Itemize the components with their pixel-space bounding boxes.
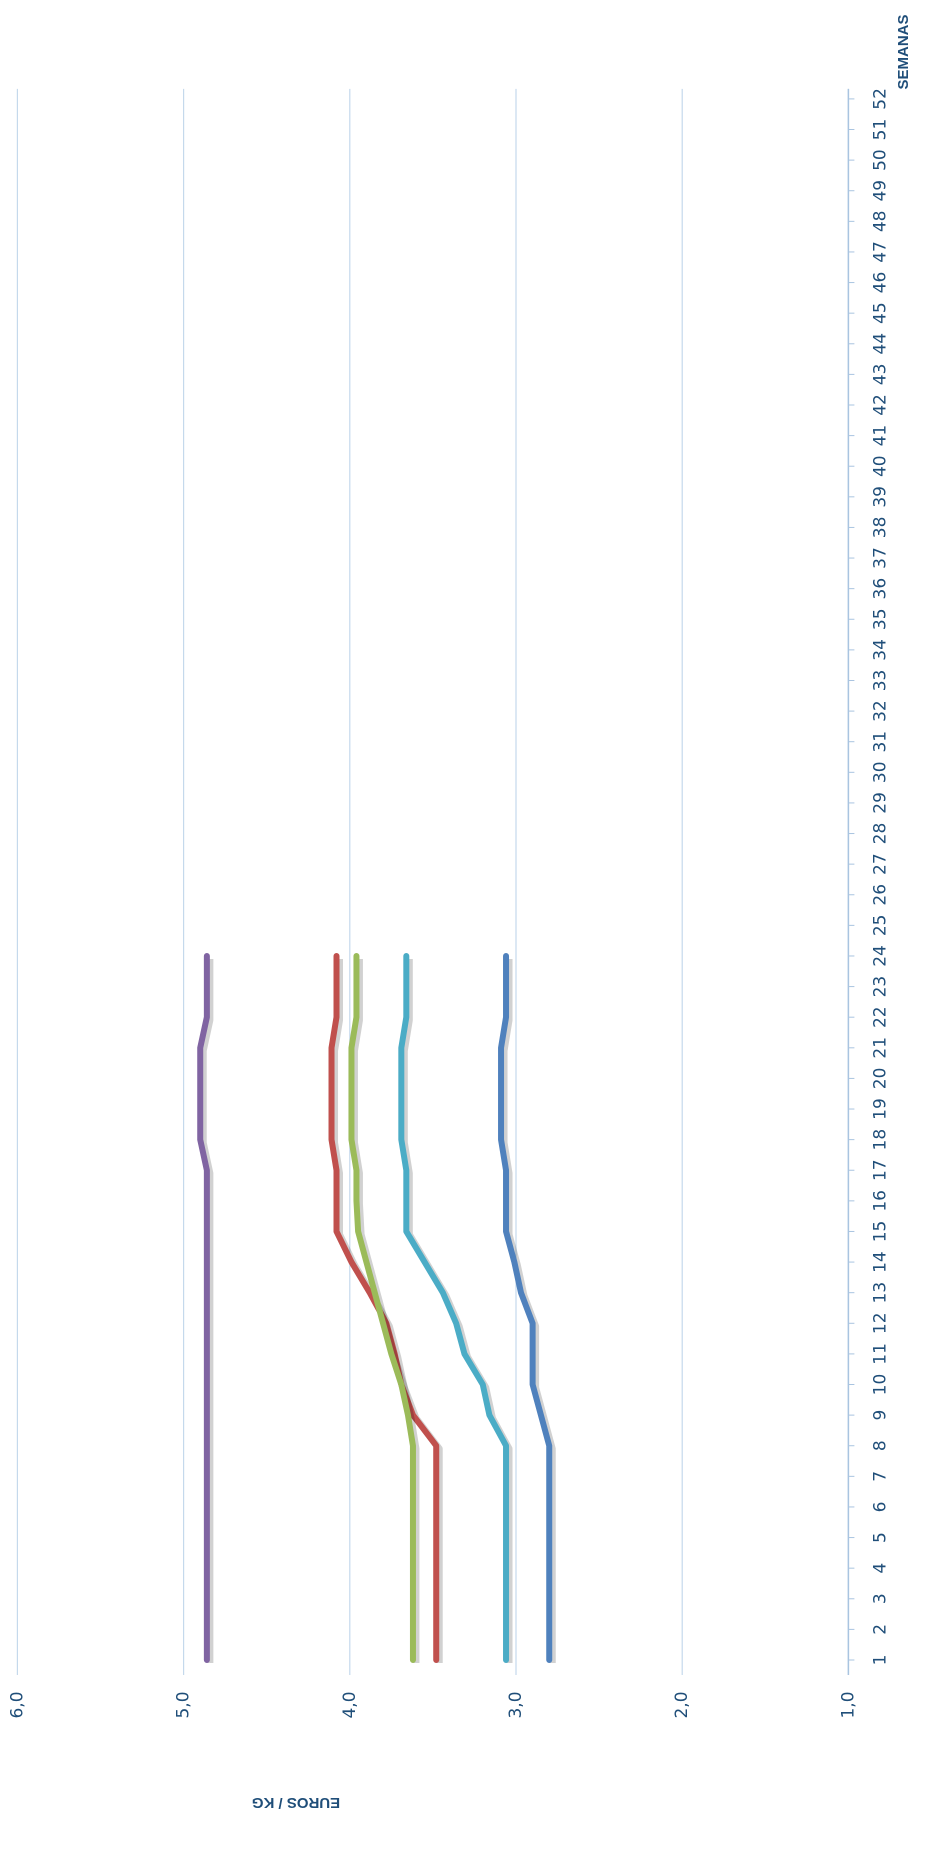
x-tick-label: 24 [870, 945, 890, 967]
series-shadow [400, 958, 513, 1663]
y-tick-label: 6,0 [7, 1691, 27, 1718]
x-tick-label: 2 [870, 1624, 890, 1635]
x-tick-label: 50 [870, 149, 890, 171]
x-tick-label: 20 [870, 1068, 890, 1090]
x-tick-label: 42 [870, 394, 890, 416]
x-tick-label: 33 [870, 670, 890, 692]
x-tick-label: 44 [870, 333, 890, 355]
y-axis-title: EUROS / KG [252, 1794, 340, 1811]
x-tick-label: 15 [870, 1221, 890, 1243]
x-tick-label: 31 [870, 731, 890, 753]
x-tick-label: 18 [870, 1129, 890, 1151]
series-line [348, 952, 416, 1663]
x-tick-label: 6 [870, 1502, 890, 1513]
x-tick-label: 23 [870, 976, 890, 998]
y-tick-label: 1,0 [838, 1691, 858, 1718]
x-tick-label: 8 [870, 1440, 890, 1451]
x-tick-label: 25 [870, 915, 890, 937]
x-tick-label: 38 [870, 517, 890, 539]
x-tick-label: 5 [870, 1532, 890, 1543]
x-tick-label: 27 [870, 853, 890, 875]
x-tick-label: 21 [870, 1037, 890, 1059]
x-tick-label: 46 [870, 272, 890, 294]
x-tick-label: 11 [870, 1343, 890, 1365]
x-tick-label: 35 [870, 608, 890, 630]
x-axis-title: SEMANAS [895, 14, 912, 89]
x-tick-label: 51 [870, 119, 890, 141]
x-tick-label: 13 [870, 1282, 890, 1304]
x-tick-label: 40 [870, 455, 890, 477]
x-tick-label: 32 [870, 700, 890, 722]
x-tick-label: 49 [870, 180, 890, 202]
x-tick-label: 48 [870, 211, 890, 233]
x-tick-label: 4 [870, 1563, 890, 1574]
series-line [197, 952, 210, 1663]
x-tick-label: 19 [870, 1098, 890, 1120]
x-tick-label: 1 [870, 1655, 890, 1666]
x-tick-label: 10 [870, 1374, 890, 1396]
x-tick-label: 37 [870, 547, 890, 569]
x-tick-label: 3 [870, 1593, 890, 1604]
y-tick-label: 4,0 [340, 1691, 360, 1718]
x-tick-label: 39 [870, 486, 890, 508]
x-tick-label: 16 [870, 1190, 890, 1212]
x-tick-label: 43 [870, 364, 890, 386]
x-tick-label: 34 [870, 639, 890, 661]
x-tick-label: 41 [870, 425, 890, 447]
x-tick-label: 17 [870, 1159, 890, 1181]
x-tick-label: 26 [870, 884, 890, 906]
y-tick-label: 3,0 [506, 1691, 526, 1718]
x-tick-label: 52 [870, 88, 890, 110]
x-tick-label: 12 [870, 1312, 890, 1334]
x-tick-label: 45 [870, 302, 890, 324]
x-tick-label: 29 [870, 792, 890, 814]
series-line [498, 952, 553, 1663]
y-tick-label: 2,0 [672, 1691, 692, 1718]
x-tick-label: 36 [870, 578, 890, 600]
x-tick-label: 30 [870, 761, 890, 783]
x-tick-label: 22 [870, 1006, 890, 1028]
x-tick-label: 7 [870, 1471, 890, 1482]
x-tick-label: 14 [870, 1251, 890, 1273]
y-tick-label: 5,0 [174, 1691, 194, 1718]
x-tick-label: 28 [870, 823, 890, 845]
series-line [398, 952, 510, 1663]
x-tick-label: 47 [870, 241, 890, 263]
x-tick-label: 9 [870, 1410, 890, 1421]
